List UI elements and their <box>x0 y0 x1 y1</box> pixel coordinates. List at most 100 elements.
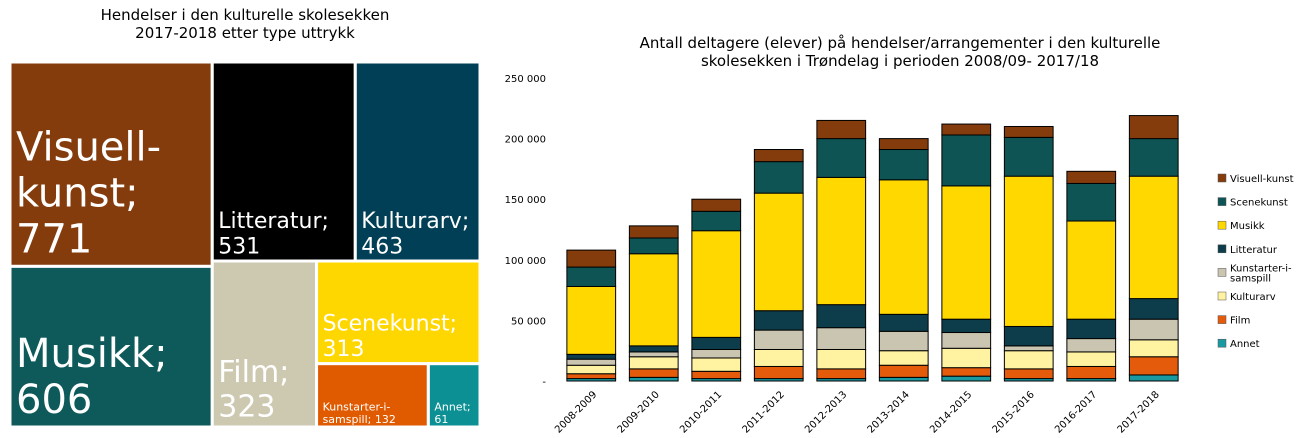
bar-segment <box>691 336 742 350</box>
text-line: Kulturarv; <box>361 209 469 234</box>
x-tick-label: 2017-2018 <box>1116 389 1162 435</box>
treemap-label: Kunstarter-i-samspill; 132 <box>323 401 396 427</box>
bar-segment <box>566 358 617 366</box>
text-line: 2017-2018 etter type uttrykk <box>135 24 355 42</box>
bar-segment <box>691 230 742 338</box>
bar-segment <box>1003 125 1054 138</box>
text-line: Musikk; <box>16 331 168 377</box>
y-tick-label: 100 000 <box>505 256 546 267</box>
treemap-label: Scenekunst; 313 <box>323 312 458 362</box>
text-line: samspill; 132 <box>323 413 396 426</box>
text-line: 61 <box>434 413 448 426</box>
bar-segment <box>566 249 617 268</box>
legend-label: Visuell-kunst <box>1230 174 1294 185</box>
bar-segment <box>1128 138 1179 177</box>
bar-segment <box>878 138 929 151</box>
bar-segment <box>816 348 867 370</box>
y-tick-label: - <box>542 377 546 388</box>
legend-swatch <box>1217 315 1227 324</box>
treemap-title: Hendelser i den kulturelle skolesekken 20… <box>101 6 390 42</box>
legend-label: Annet <box>1230 339 1260 350</box>
legend-label: Musikk <box>1230 221 1265 232</box>
bar-segment <box>566 373 617 380</box>
bar-segment <box>1128 339 1179 358</box>
bar-segment <box>753 329 804 350</box>
text-line: Kunstarter-i- <box>323 401 391 414</box>
bar-segment <box>878 350 929 366</box>
bar-segment <box>816 176 867 306</box>
legend-swatch <box>1217 197 1227 206</box>
y-tick-label: 50 000 <box>511 316 546 327</box>
bar-segment <box>941 347 992 369</box>
bar-segment <box>753 310 804 331</box>
text-line: Kunstarter-i- <box>1230 263 1292 274</box>
bar-segment <box>1003 175 1054 327</box>
x-tick-label: 2014-2015 <box>928 389 974 435</box>
bar-segment <box>566 285 617 355</box>
bar-segment <box>691 198 742 212</box>
x-tick-label: 2016-2017 <box>1053 389 1099 435</box>
x-tick-label: 2012-2013 <box>803 389 849 435</box>
bar-segment <box>1128 175 1179 300</box>
text-line: Visuell- <box>16 124 161 170</box>
bar-segment <box>1003 350 1054 370</box>
bar-segment <box>941 123 992 136</box>
text-line: 606 <box>16 377 92 423</box>
bar-segment <box>1066 182 1117 222</box>
bar-segment <box>816 138 867 178</box>
bar-segment <box>753 149 804 163</box>
bar-segment <box>1003 136 1054 177</box>
legend-label: Kulturarv <box>1230 292 1276 303</box>
legend-label: Film <box>1230 316 1250 327</box>
treemap-cell <box>8 264 214 429</box>
legend-swatch <box>1217 291 1227 301</box>
bar-segment <box>878 364 929 378</box>
treemap-label: Film; 323 <box>218 355 289 425</box>
bar-segment <box>628 368 679 378</box>
text-line: Scenekunst; <box>323 312 458 337</box>
text-line: 771 <box>16 216 92 262</box>
bar-segment <box>941 375 992 382</box>
bar-segment <box>691 348 742 359</box>
bar-segment <box>878 149 929 181</box>
bar-segment <box>941 367 992 377</box>
text-line: 323 <box>218 390 275 425</box>
treemap-cell <box>8 60 214 268</box>
legend-swatch <box>1217 173 1227 183</box>
bar-segment <box>628 253 679 347</box>
bar-segment <box>1066 365 1117 380</box>
bar-chart-title: Antall deltagere (elever) på hendelser/a… <box>640 34 1161 70</box>
bar-segment <box>878 179 929 315</box>
legend-label: Scenekunst <box>1230 198 1288 209</box>
treemap-label: Musikk; 606 <box>16 331 168 423</box>
bar-segment <box>941 332 992 349</box>
legend-label: Litteratur <box>1230 245 1278 256</box>
treemap-cell <box>315 259 482 366</box>
bar-segment <box>753 161 804 194</box>
legend-swatch <box>1217 244 1227 254</box>
bar-segment <box>1128 356 1179 376</box>
x-tick-label: 2015-2016 <box>991 389 1037 435</box>
bar-segment <box>941 134 992 187</box>
bar-segment <box>1066 220 1117 320</box>
treemap-label: Kulturarv; 463 <box>361 209 469 259</box>
bar-segment <box>878 313 929 332</box>
x-tick-label: 2008-2009 <box>553 389 599 435</box>
bar-segment <box>1128 318 1179 341</box>
treemap-label: Visuell-kunst; 771 <box>16 124 161 262</box>
y-tick-label: 200 000 <box>505 135 546 146</box>
y-tick-label: 150 000 <box>505 195 546 206</box>
bar-segment <box>628 237 679 255</box>
legend-swatch <box>1217 338 1227 348</box>
treemap-cell <box>210 60 357 263</box>
text-line: Litteratur; <box>218 209 329 234</box>
bar-segment <box>691 370 742 380</box>
bar-segment <box>566 353 617 360</box>
treemap-label: Annet; 61 <box>434 401 470 427</box>
text-line: skolesekken i Trøndelag i perioden 2008/… <box>701 52 1099 70</box>
bar-segment <box>1003 368 1054 380</box>
bar-segment <box>941 318 992 334</box>
bar-segment <box>941 185 992 320</box>
bar-segment <box>816 327 867 350</box>
